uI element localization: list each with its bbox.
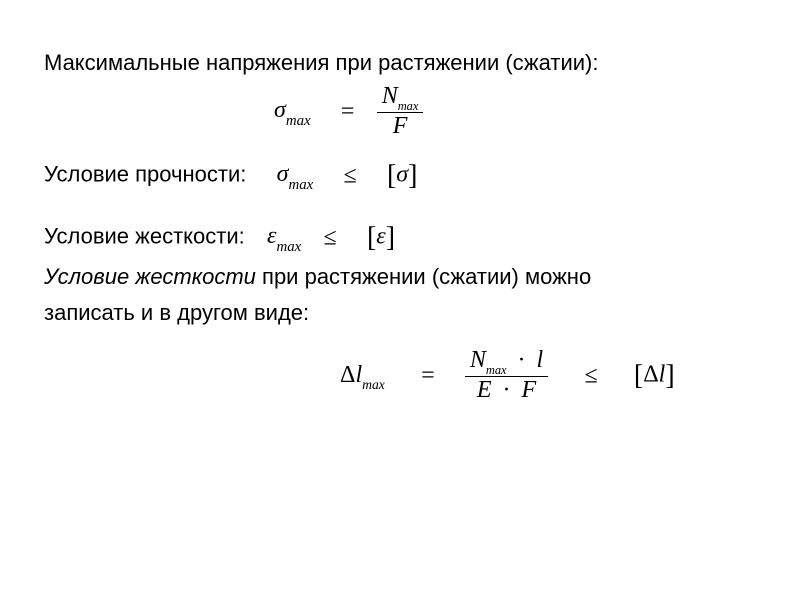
stiffness-emph: Условие жесткости <box>44 264 256 289</box>
equation-sigma-max: σmax = Nmax F <box>44 84 756 139</box>
delta-l-max-term: Δlmax <box>340 359 385 393</box>
strength-condition-line: Условие прочности: σmax ≤ [σ] <box>44 157 756 195</box>
fraction-nmax-over-f: Nmax F <box>377 84 424 139</box>
n-symbol: N <box>382 83 398 109</box>
le-sign: ≤ <box>344 163 357 189</box>
lbracket-icon: [ <box>367 222 376 253</box>
f-symbol: F <box>393 113 408 139</box>
sub-max: max <box>286 113 311 129</box>
heading-line: Максимальные напряжения при растяжении (… <box>44 48 756 78</box>
le-sign: ≤ <box>324 224 337 250</box>
stiffness-label: Условие жесткости: <box>44 223 245 248</box>
lbracket-icon: [ <box>387 160 396 191</box>
allowed-delta-l: [Δl] <box>634 357 675 395</box>
stiffness-sentence-line1: Условие жесткости при растяжении (сжатии… <box>44 262 756 292</box>
rbracket-icon: ] <box>408 160 417 191</box>
allowed-sigma: [σ] <box>387 157 418 195</box>
lbracket-icon: [ <box>634 360 643 391</box>
equation-delta-l: Δlmax = Nmax · l E · F ≤ [Δl] <box>44 348 756 403</box>
sigma-char: σ <box>274 97 286 123</box>
stiffness-condition-line: Условие жесткости: εmax ≤ [ε] <box>44 219 756 257</box>
strength-label: Условие прочности: <box>44 162 246 187</box>
stiffness-rest: при растяжении (сжатии) можно <box>256 264 591 289</box>
sigma-symbol: σmax <box>274 94 311 129</box>
equals-sign: = <box>421 362 435 388</box>
fraction-nmax-l-over-ef: Nmax · l E · F <box>465 348 548 403</box>
le-sign: ≤ <box>584 362 597 388</box>
sub-max: max <box>398 99 419 113</box>
equals-sign: = <box>341 98 355 124</box>
stiffness-sentence-line2: записать и в другом виде: <box>44 298 756 328</box>
eps-max-term: εmax <box>267 220 301 255</box>
sigma-max-term: σmax <box>277 158 314 193</box>
rbracket-icon: ] <box>665 360 674 391</box>
rbracket-icon: ] <box>386 222 395 253</box>
allowed-eps: [ε] <box>367 219 395 257</box>
